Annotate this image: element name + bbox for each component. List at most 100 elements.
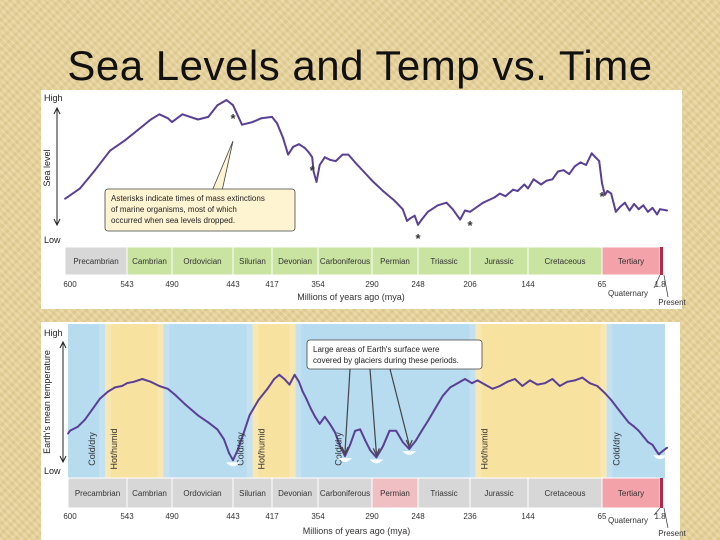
sea-period-label: Cambrian: [132, 257, 167, 266]
temp-data-point: [349, 443, 351, 446]
temp-y-low-label: Low: [44, 466, 61, 476]
sea-data-point: [493, 196, 496, 199]
glacier-cap: [402, 451, 417, 455]
temp-data-point: [484, 383, 486, 386]
sea-y-low-label: Low: [44, 235, 61, 245]
temp-data-point: [141, 378, 144, 380]
glacier-cap: [338, 458, 352, 462]
sea-data-point: [304, 147, 306, 150]
temp-data-point: [558, 385, 561, 387]
sea-data-point: [260, 117, 263, 120]
temp-tick-label: 600: [63, 512, 77, 521]
sea-data-point: [287, 153, 289, 156]
sea-data-point: [459, 218, 461, 221]
temp-data-point: [499, 385, 501, 387]
sea-data-point: [451, 208, 454, 211]
sea-data-point: [532, 178, 535, 181]
temp-data-point: [491, 387, 494, 390]
temp-band-edge: [157, 324, 170, 478]
temp-data-point: [529, 379, 531, 382]
sea-period-cell: [469, 246, 529, 276]
temp-data-point: [114, 386, 116, 389]
glacier-cap: [653, 455, 667, 460]
sea-tick-label: 290: [365, 280, 379, 289]
temp-y-axis-label: Earth's mean temperature: [42, 350, 52, 454]
sea-data-point: [474, 207, 477, 209]
temp-data-point: [223, 438, 225, 441]
temp-period-cell: [126, 477, 173, 509]
sea-data-point: [590, 152, 593, 155]
sea-data-point: [311, 156, 314, 159]
sea-data-point: [137, 129, 139, 131]
temp-data-point: [91, 408, 93, 411]
temp-data-point: [301, 390, 304, 393]
temp-data-point: [536, 383, 539, 386]
temp-band-edge: [99, 324, 111, 478]
sea-data-point: [610, 192, 613, 195]
sea-data-point: [158, 113, 161, 116]
temp-tick-label: 543: [120, 512, 134, 521]
sea-y-high-label: High: [44, 93, 63, 103]
sea-period-cell: [317, 246, 373, 276]
temp-data-point: [464, 378, 466, 380]
sea-data-point: [216, 104, 219, 107]
temp-data-point: [506, 380, 509, 383]
sea-data-point: [624, 201, 626, 204]
temp-data-point: [107, 390, 109, 393]
sea-data-point: [606, 190, 609, 192]
sea-data-point: [413, 214, 416, 217]
sea-data-point: [659, 208, 661, 211]
slide-title: Sea Levels and Temp vs. Time: [67, 42, 653, 89]
temp-period-cell: [317, 477, 373, 509]
sea-data-point: [124, 139, 126, 142]
sea-data-point: [362, 170, 365, 173]
sea-data-point: [292, 145, 295, 148]
temp-band-edge: [600, 324, 613, 478]
temp-period-cell: [171, 477, 234, 509]
temp-data-point: [382, 445, 384, 448]
temp-period-label: Silurian: [239, 489, 266, 498]
temp-period-cell: [601, 477, 661, 509]
extinction-marker: *: [599, 189, 605, 204]
sea-data-point: [573, 165, 576, 168]
temp-data-point: [633, 425, 635, 428]
sea-data-point: [382, 190, 384, 192]
sea-data-point: [628, 209, 631, 212]
sea-period-label: Ordovician: [183, 257, 221, 266]
temp-data-point: [184, 403, 186, 406]
temp-data-point: [401, 441, 404, 443]
sea-period-cell: [527, 246, 603, 276]
climate-band-label: Cold/dry: [236, 432, 246, 466]
sea-tick-label: 490: [165, 280, 179, 289]
sea-data-point: [207, 116, 210, 118]
temp-data-point: [434, 407, 437, 410]
sea-data-point: [225, 99, 228, 101]
sea-period-cell: [232, 246, 273, 276]
temp-data-point: [616, 407, 619, 410]
sea-tick-label: 417: [265, 280, 279, 289]
temp-tick-label: 65: [598, 512, 607, 521]
temp-data-point: [655, 449, 657, 452]
sea-data-point: [94, 169, 96, 172]
sea-period-cell: [417, 246, 471, 276]
temp-data-point: [236, 449, 239, 452]
temp-data-point: [414, 439, 417, 442]
sea-tick-label: 206: [463, 280, 477, 289]
sea-data-point: [557, 170, 559, 173]
climate-band-label: Hot/humid: [257, 428, 267, 469]
temp-period-cell: [371, 477, 419, 509]
sea-data-point: [282, 136, 284, 139]
sea-data-point: [181, 113, 184, 116]
temp-tick-label: 248: [411, 512, 425, 521]
sea-data-point: [594, 156, 597, 159]
temp-data-point: [388, 429, 391, 432]
temp-annotation-line: covered by glaciers during these periods…: [313, 356, 459, 365]
temp-data-point: [344, 455, 346, 457]
glacier-arrowhead: [341, 446, 349, 456]
temp-data-point: [273, 378, 276, 380]
sea-data-point: [347, 153, 350, 156]
temp-data-point: [603, 392, 606, 394]
temp-data-point: [471, 382, 473, 385]
sea-data-point: [523, 183, 526, 186]
